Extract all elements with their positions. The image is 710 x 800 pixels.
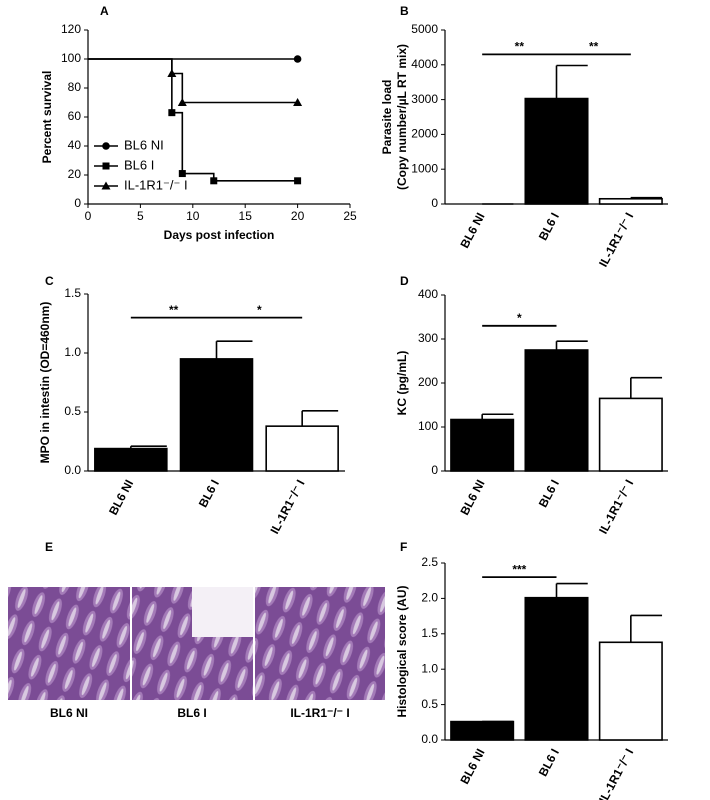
marker — [293, 55, 302, 63]
y-tick-label: 40 — [68, 138, 82, 152]
bar — [598, 197, 663, 205]
marker — [178, 170, 186, 178]
x-tick-label: BL6 I — [536, 746, 562, 778]
panel-label: D — [400, 274, 409, 288]
bar — [450, 720, 515, 741]
y-tick-label: 0 — [431, 463, 438, 477]
y-tick-label: 1.0 — [421, 661, 438, 675]
x-tick-label: BL6 NI — [457, 210, 487, 250]
bar — [450, 418, 515, 472]
histology-image — [8, 587, 130, 700]
y-axis-label: KC (pg/mL) — [395, 351, 409, 416]
bar — [524, 596, 589, 741]
y-tick-label: 4000 — [411, 57, 438, 71]
image-caption: IL-1R1⁻/⁻ I — [290, 706, 349, 720]
image-caption: BL6 I — [177, 706, 206, 720]
survival-line — [88, 58, 298, 104]
significance-label: *** — [512, 562, 526, 576]
significance-label: * — [257, 303, 262, 317]
bar — [265, 425, 339, 472]
panel-label: F — [400, 540, 407, 554]
marker — [177, 98, 187, 106]
x-tick-label: BL6 NI — [457, 746, 487, 786]
y-tick-label: 120 — [61, 22, 81, 36]
bar — [94, 447, 168, 472]
histology-image — [255, 587, 385, 700]
y-axis-label: MPO in intestin (OD=460nm) — [38, 302, 52, 464]
legend-label: BL6 I — [124, 157, 154, 172]
survival-line — [88, 58, 298, 182]
y-axis-label: (Copy number/µL RT mix) — [395, 44, 409, 190]
x-tick-label: 10 — [186, 209, 200, 223]
x-tick-label: IL-1R1⁻/⁻ I — [267, 477, 307, 536]
histology-image-blank — [192, 587, 253, 637]
y-tick-label: 0.0 — [421, 732, 438, 746]
y-tick-label: 5000 — [411, 22, 438, 36]
significance-label: ** — [515, 40, 525, 54]
x-tick-label: BL6 NI — [106, 477, 136, 517]
x-tick-label: BL6 I — [536, 477, 562, 509]
x-tick-label: BL6 I — [536, 210, 562, 242]
y-tick-label: 2.5 — [421, 555, 438, 569]
y-tick-label: 0 — [74, 196, 81, 210]
significance-label: ** — [589, 40, 599, 54]
y-tick-label: 20 — [68, 167, 82, 181]
y-tick-label: 3000 — [411, 92, 438, 106]
y-tick-label: 100 — [418, 419, 438, 433]
marker — [210, 177, 218, 185]
y-tick-label: 300 — [418, 331, 438, 345]
y-tick-label: 100 — [61, 51, 81, 65]
y-tick-label: 200 — [418, 375, 438, 389]
y-tick-label: 60 — [68, 109, 82, 123]
panel-label: E — [45, 540, 53, 554]
significance-label: * — [517, 311, 522, 325]
y-axis-label: Histological score (AU) — [395, 585, 409, 717]
y-tick-label: 0.5 — [64, 404, 81, 418]
marker — [167, 69, 177, 77]
y-tick-label: 0 — [431, 196, 438, 210]
y-axis-label: Percent survival — [40, 71, 54, 164]
marker — [294, 177, 302, 185]
panel-label: A — [100, 4, 109, 18]
marker — [168, 109, 176, 117]
legend-marker — [102, 142, 110, 150]
legend-label: BL6 NI — [124, 137, 164, 152]
y-tick-label: 0.5 — [421, 697, 438, 711]
marker — [293, 98, 303, 106]
x-tick-label: BL6 I — [196, 477, 222, 509]
legend-label: IL-1R1⁻/⁻ I — [124, 177, 188, 192]
x-tick-label: IL-1R1⁻/⁻ I — [596, 477, 636, 536]
legend-marker — [101, 181, 111, 190]
legend-marker — [102, 162, 110, 170]
panel-label: B — [400, 4, 409, 18]
y-tick-label: 1.5 — [421, 626, 438, 640]
y-tick-label: 1000 — [411, 161, 438, 175]
y-tick-label: 0.0 — [64, 463, 81, 477]
bar — [524, 349, 589, 472]
y-tick-label: 2000 — [411, 127, 438, 141]
x-axis-label: Days post infection — [164, 228, 275, 242]
bar — [598, 641, 663, 741]
x-tick-label: 5 — [137, 209, 144, 223]
y-axis-label: Parasite load — [380, 80, 394, 155]
y-tick-label: 1.0 — [64, 345, 81, 359]
x-tick-label: IL-1R1⁻/⁻ I — [596, 210, 636, 269]
x-tick-label: 20 — [291, 209, 305, 223]
image-caption: BL6 NI — [50, 706, 88, 720]
x-tick-label: BL6 NI — [457, 477, 487, 517]
y-tick-label: 400 — [418, 287, 438, 301]
y-tick-label: 1.5 — [64, 286, 81, 300]
bar — [179, 358, 254, 472]
panel-label: C — [45, 274, 54, 288]
x-tick-label: 25 — [343, 209, 357, 223]
x-tick-label: 0 — [85, 209, 92, 223]
x-tick-label: 15 — [239, 209, 253, 223]
y-tick-label: 2.0 — [421, 591, 438, 605]
significance-label: ** — [169, 303, 179, 317]
x-tick-label: IL-1R1⁻/⁻ I — [596, 746, 636, 800]
y-tick-label: 80 — [68, 80, 82, 94]
bar — [598, 397, 663, 472]
bar — [524, 97, 589, 205]
